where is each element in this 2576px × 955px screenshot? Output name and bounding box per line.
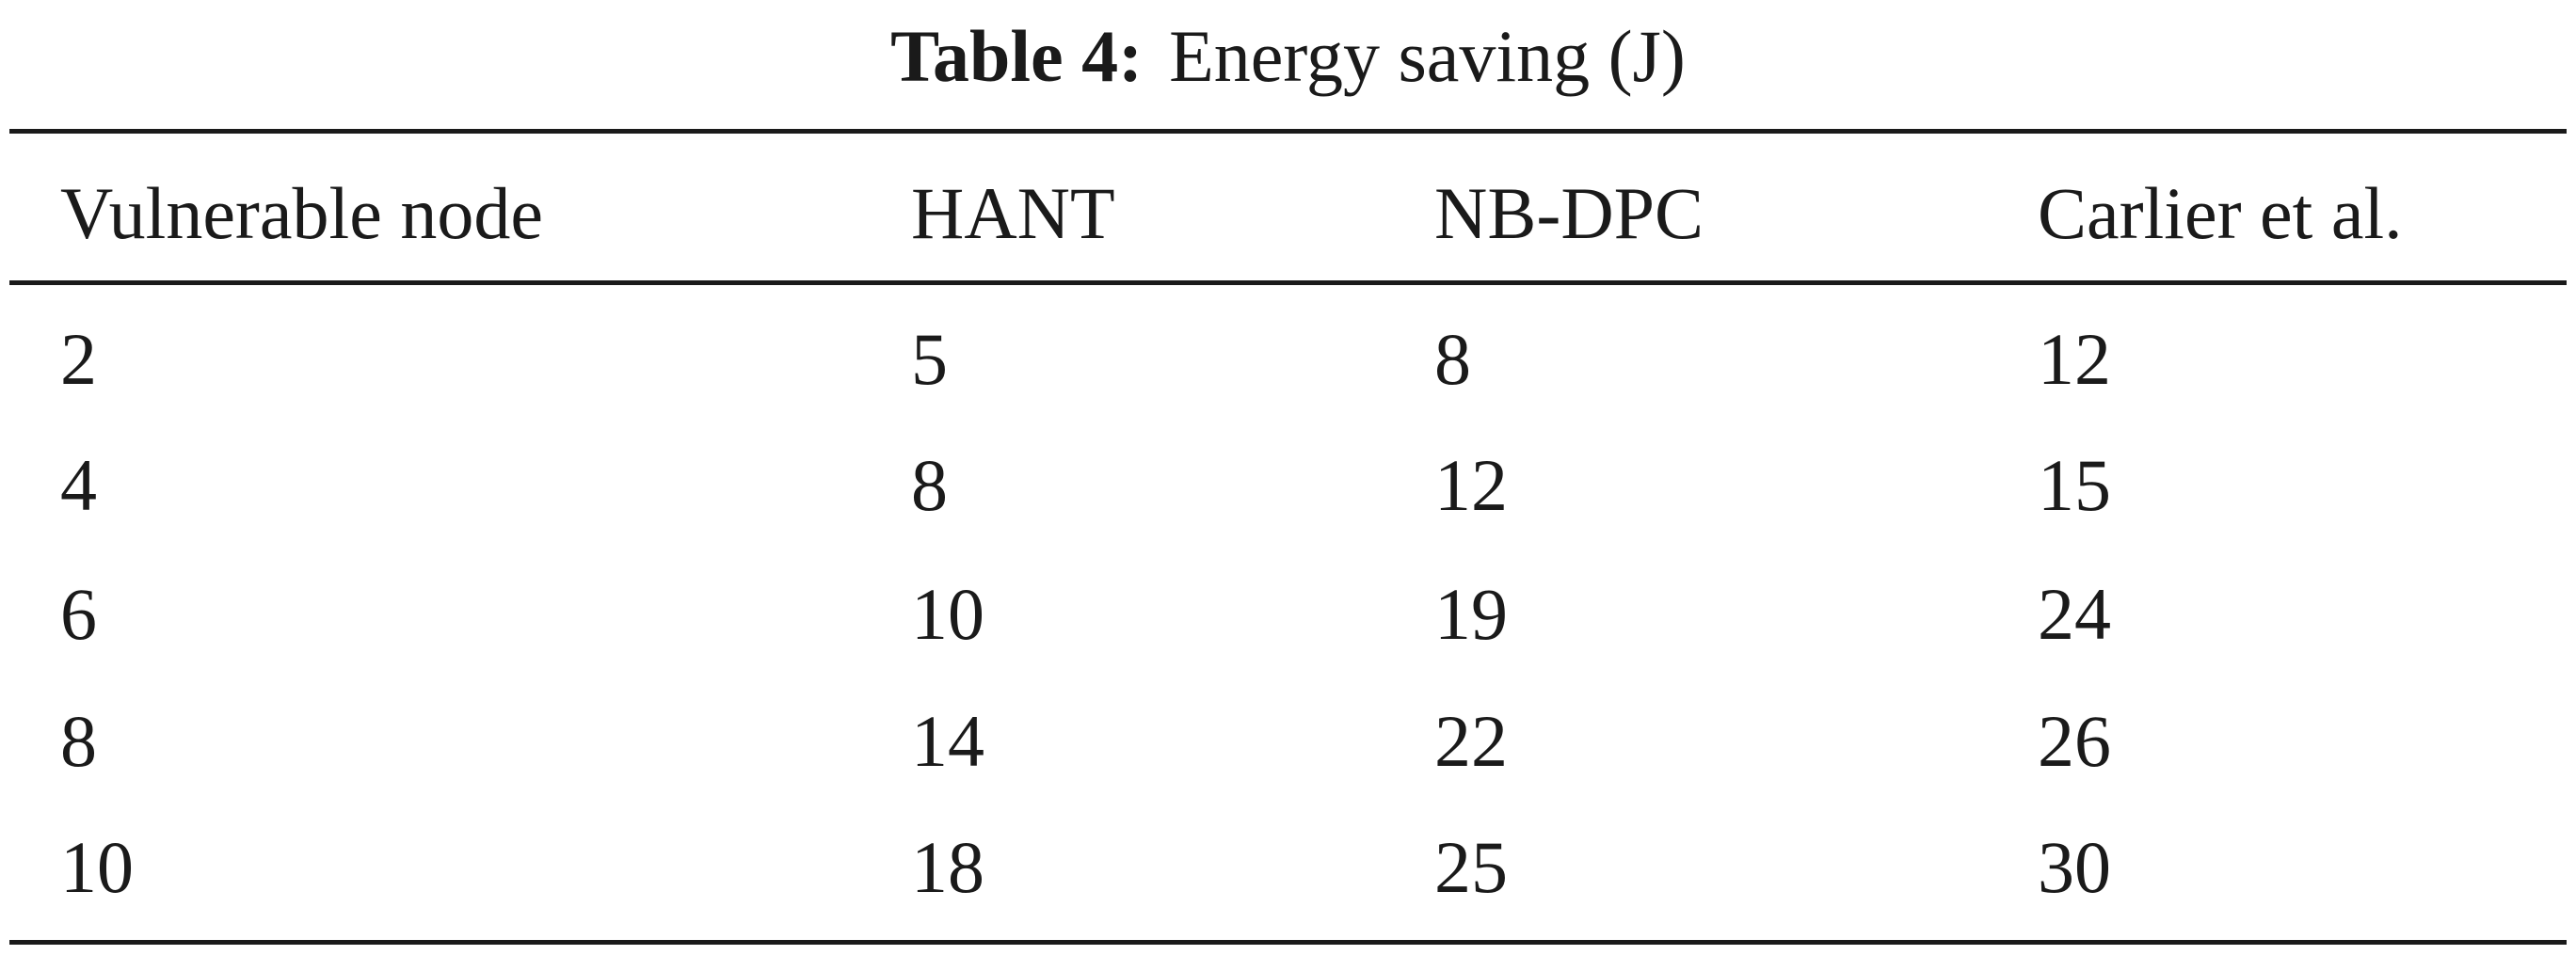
table-cell: 6 (60, 573, 97, 655)
column-header-hant: HANT (911, 172, 1115, 254)
table-caption: Table 4: Energy saving (J) (0, 0, 2576, 113)
table-cell: 4 (60, 444, 97, 526)
table-cell: 30 (2038, 826, 2111, 908)
table-cell: 8 (1434, 318, 1471, 400)
table-bottom-rule (9, 940, 2567, 945)
column-header-carlier: Carlier et al. (2038, 172, 2403, 254)
column-header-nb-dpc: NB-DPC (1434, 172, 1704, 254)
table-cell: 10 (60, 826, 134, 908)
table-top-rule (9, 129, 2567, 134)
table-cell: 25 (1434, 826, 1508, 908)
table-cell: 18 (911, 826, 984, 908)
table-cell: 12 (1434, 444, 1508, 526)
table-cell: 26 (2038, 700, 2111, 782)
table-cell: 14 (911, 700, 984, 782)
table-cell: 24 (2038, 573, 2111, 655)
table-cell: 22 (1434, 700, 1508, 782)
table-cell: 12 (2038, 318, 2111, 400)
table-cell: 5 (911, 318, 948, 400)
table-cell: 15 (2038, 444, 2111, 526)
column-header-vulnerable-node: Vulnerable node (60, 172, 543, 254)
table-cell: 10 (911, 573, 984, 655)
table-cell: 19 (1434, 573, 1508, 655)
table-caption-label: Table 4: (890, 15, 1144, 97)
table-cell: 8 (911, 444, 948, 526)
table-cell: 2 (60, 318, 97, 400)
table-header-rule (9, 280, 2567, 285)
table-caption-text: Energy saving (J) (1169, 15, 1686, 97)
table-cell: 8 (60, 700, 97, 782)
